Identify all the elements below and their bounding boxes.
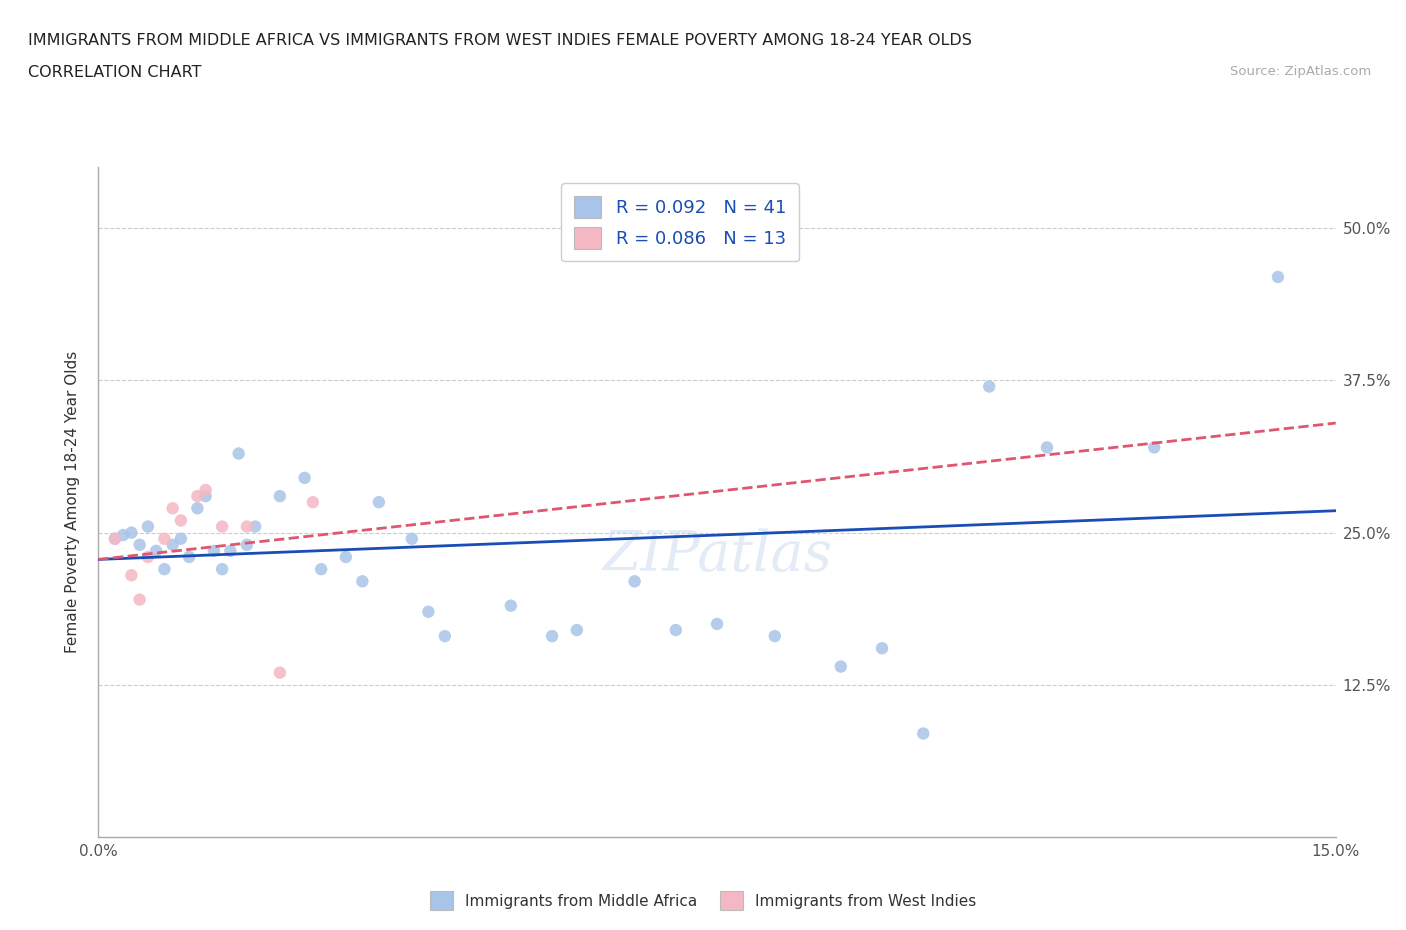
Point xyxy=(418,604,440,619)
Point xyxy=(153,531,176,546)
Point xyxy=(120,525,142,540)
Point xyxy=(104,531,127,546)
Text: ZIPatlas: ZIPatlas xyxy=(602,528,832,583)
Point xyxy=(211,562,233,577)
Point xyxy=(499,598,522,613)
Point xyxy=(1036,440,1059,455)
Point xyxy=(912,726,935,741)
Point xyxy=(623,574,645,589)
Point xyxy=(302,495,325,510)
Point xyxy=(565,622,588,637)
Point xyxy=(236,519,259,534)
Point xyxy=(186,501,208,516)
Point xyxy=(294,471,316,485)
Point xyxy=(128,592,150,607)
Point xyxy=(979,379,1001,394)
Text: Source: ZipAtlas.com: Source: ZipAtlas.com xyxy=(1230,65,1371,78)
Point xyxy=(202,543,225,558)
Point xyxy=(179,550,201,565)
Point xyxy=(112,527,135,542)
Point xyxy=(136,550,159,565)
Point xyxy=(269,665,291,680)
Point xyxy=(170,531,193,546)
Y-axis label: Female Poverty Among 18-24 Year Olds: Female Poverty Among 18-24 Year Olds xyxy=(65,352,80,654)
Point xyxy=(145,543,167,558)
Point xyxy=(128,538,150,552)
Point xyxy=(309,562,332,577)
Point xyxy=(367,495,389,510)
Point xyxy=(763,629,786,644)
Point xyxy=(120,568,142,583)
Legend: R = 0.092   N = 41, R = 0.086   N = 13: R = 0.092 N = 41, R = 0.086 N = 13 xyxy=(561,183,799,261)
Point xyxy=(194,483,217,498)
Point xyxy=(243,519,266,534)
Point xyxy=(219,543,242,558)
Point xyxy=(236,538,259,552)
Point xyxy=(1267,270,1289,285)
Point xyxy=(170,513,193,528)
Point xyxy=(433,629,456,644)
Point xyxy=(194,488,217,503)
Text: IMMIGRANTS FROM MIDDLE AFRICA VS IMMIGRANTS FROM WEST INDIES FEMALE POVERTY AMON: IMMIGRANTS FROM MIDDLE AFRICA VS IMMIGRA… xyxy=(28,33,972,47)
Point xyxy=(162,501,184,516)
Point xyxy=(335,550,357,565)
Point xyxy=(401,531,423,546)
Point xyxy=(352,574,374,589)
Point xyxy=(870,641,893,656)
Point xyxy=(228,446,250,461)
Point xyxy=(136,519,159,534)
Point xyxy=(541,629,564,644)
Point xyxy=(269,488,291,503)
Legend: Immigrants from Middle Africa, Immigrants from West Indies: Immigrants from Middle Africa, Immigrant… xyxy=(422,884,984,918)
Point xyxy=(153,562,176,577)
Point xyxy=(665,622,688,637)
Text: CORRELATION CHART: CORRELATION CHART xyxy=(28,65,201,80)
Point xyxy=(104,531,127,546)
Point xyxy=(211,519,233,534)
Point xyxy=(186,488,208,503)
Point xyxy=(162,538,184,552)
Point xyxy=(706,617,728,631)
Point xyxy=(1143,440,1166,455)
Point xyxy=(830,659,852,674)
